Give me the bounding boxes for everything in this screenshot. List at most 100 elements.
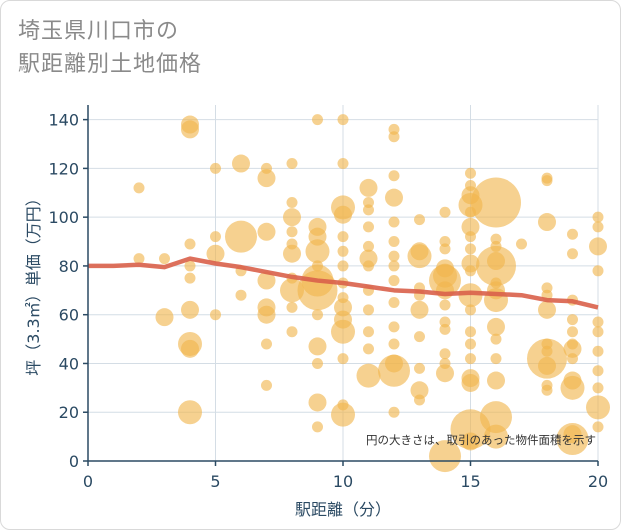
data-bubble <box>363 204 374 216</box>
data-bubble <box>388 260 400 272</box>
data-bubble <box>359 178 378 197</box>
y-axis-title: 坪（3.3㎡）単価（万円） <box>24 190 43 375</box>
data-bubble <box>439 206 451 218</box>
data-bubble <box>363 240 374 252</box>
data-bubble <box>385 354 403 373</box>
data-bubble <box>480 401 512 434</box>
data-bubble <box>133 182 145 194</box>
data-bubble <box>337 260 349 272</box>
data-bubble <box>363 221 374 233</box>
data-bubble <box>465 338 476 350</box>
data-bubble <box>541 345 553 357</box>
trend-line-layer <box>88 256 599 310</box>
y-tick-label: 120 <box>48 159 79 178</box>
data-bubble <box>388 250 400 262</box>
data-bubble <box>312 260 323 272</box>
data-bubble <box>388 406 400 418</box>
data-bubble <box>206 244 225 263</box>
data-bubble <box>133 253 145 265</box>
data-bubble <box>465 265 476 277</box>
data-bubble <box>261 379 272 391</box>
data-bubble <box>592 211 604 223</box>
data-bubble <box>490 353 502 365</box>
data-bubble <box>592 421 604 433</box>
data-bubble <box>388 216 400 228</box>
data-bubble <box>155 308 174 327</box>
data-bubble <box>312 421 323 433</box>
data-bubble <box>257 305 276 324</box>
data-bubble <box>567 248 578 260</box>
data-bubble <box>592 345 604 357</box>
data-bubble <box>312 114 323 126</box>
data-bubble <box>465 231 476 243</box>
data-bubble <box>414 214 425 226</box>
y-tick-label: 20 <box>59 403 79 422</box>
y-tick-label: 80 <box>59 257 79 276</box>
data-bubble <box>465 206 476 218</box>
data-bubble <box>516 238 527 250</box>
data-bubble <box>410 242 429 261</box>
data-bubble <box>257 271 276 290</box>
data-bubble <box>184 260 196 272</box>
data-bubble <box>538 356 556 375</box>
x-tick-label: 10 <box>333 472 353 491</box>
chart-title: 埼玉県川口市の 駅距離別土地価格 <box>18 19 203 77</box>
data-bubble <box>184 238 196 250</box>
data-bubble <box>334 310 352 329</box>
y-tick-label: 0 <box>69 452 79 471</box>
data-bubble <box>538 300 556 319</box>
data-bubble <box>337 245 349 257</box>
data-bubble <box>235 289 247 301</box>
data-bubble <box>439 357 451 369</box>
data-bubble <box>363 260 374 272</box>
data-bubble <box>283 244 301 263</box>
y-tick-label: 100 <box>48 208 79 227</box>
data-bubble <box>567 314 578 326</box>
data-bubble <box>178 400 202 425</box>
data-bubble <box>286 158 298 170</box>
data-bubble <box>388 297 400 309</box>
data-bubble <box>305 239 330 264</box>
data-bubble <box>210 162 221 174</box>
data-bubble <box>261 338 272 350</box>
x-tick-label: 15 <box>460 472 480 491</box>
data-bubble <box>159 253 170 265</box>
data-bubble <box>567 326 578 338</box>
data-bubble <box>563 425 582 444</box>
data-bubble <box>181 339 199 358</box>
data-bubble <box>337 292 349 304</box>
data-bubble <box>436 259 454 278</box>
data-bubble <box>461 432 480 451</box>
data-bubble <box>538 213 556 232</box>
data-bubble <box>458 283 483 308</box>
data-bubble <box>388 170 400 182</box>
data-bubble <box>465 326 476 338</box>
data-bubble <box>414 331 425 343</box>
data-bubble <box>439 243 451 255</box>
data-bubble <box>592 265 604 277</box>
data-bubble <box>541 175 553 187</box>
data-bubble <box>586 395 610 420</box>
data-bubble <box>592 365 604 377</box>
y-tick-label: 40 <box>59 354 79 373</box>
data-bubble <box>308 337 327 356</box>
data-bubble <box>280 278 304 303</box>
data-bubble <box>308 227 327 246</box>
data-bubble <box>181 300 199 319</box>
data-bubble <box>465 304 476 316</box>
data-bubble <box>363 304 374 316</box>
data-bubble <box>331 402 355 427</box>
data-bubble <box>257 222 276 241</box>
data-bubble <box>592 316 604 328</box>
x-axis-title: 駅距離（分） <box>295 500 391 519</box>
data-bubble <box>337 158 349 170</box>
data-bubble <box>337 353 349 365</box>
data-bubble <box>484 424 508 449</box>
data-bubble <box>363 343 374 355</box>
data-bubble <box>439 348 451 360</box>
data-bubble <box>471 177 521 228</box>
data-bubble <box>388 275 400 287</box>
x-tick-label: 20 <box>588 472 608 491</box>
data-bubble <box>487 252 505 271</box>
